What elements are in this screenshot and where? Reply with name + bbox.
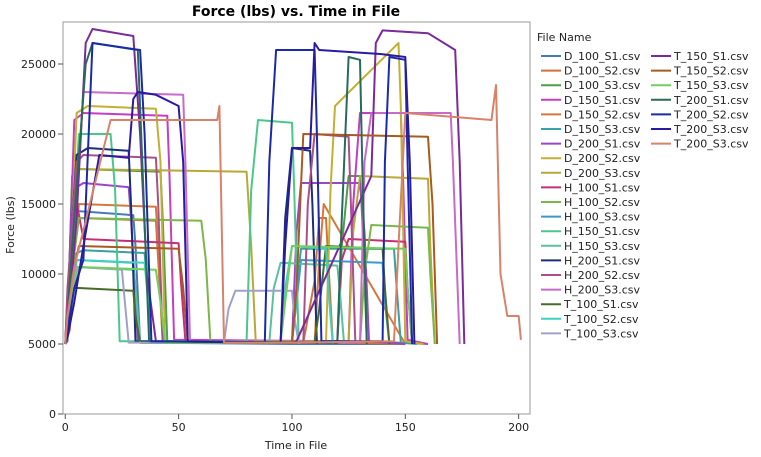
x-tick-label: 50 (172, 421, 186, 434)
legend-label: H_150_S1.csv (564, 225, 641, 238)
legend-label: T_100_S3.csv (563, 327, 639, 340)
legend-label: D_100_S1.csv (564, 50, 641, 63)
y-tick-label: 0 (49, 408, 56, 421)
series-lines (64, 28, 522, 345)
legend-item: H_100_S1.csv (541, 181, 641, 194)
legend-label: D_200_S3.csv (564, 167, 641, 180)
series-line (64, 147, 318, 345)
legend-label: D_200_S2.csv (564, 152, 641, 165)
legend-label: H_200_S3.csv (564, 284, 641, 297)
legend-label: H_150_S3.csv (564, 240, 641, 253)
legend-label: H_200_S1.csv (564, 254, 641, 267)
legend-item: D_150_S1.csv (541, 94, 641, 107)
legend-item: T_150_S3.csv (651, 79, 749, 92)
axis-ticks: 0 5000 10000 15000 20000 25000 0 50 100 150 200 (21, 58, 529, 434)
legend-label: T_150_S3.csv (673, 79, 749, 92)
legend-item: D_200_S1.csv (541, 138, 641, 151)
legend-item: H_150_S3.csv (541, 240, 641, 253)
legend-label: D_150_S1.csv (564, 94, 641, 107)
legend-label: T_200_S3.csv (673, 123, 749, 136)
legend-item: D_100_S2.csv (541, 65, 641, 78)
plot-frame (62, 21, 531, 415)
x-axis-label: Time in File (264, 439, 328, 452)
legend-item: T_100_S2.csv (541, 313, 639, 326)
y-tick-label: 10000 (21, 268, 56, 281)
legend-item: D_200_S2.csv (541, 152, 641, 165)
legend-label: H_200_S2.csv (564, 269, 641, 282)
y-tick-label: 20000 (21, 128, 56, 141)
series-line (64, 133, 357, 345)
legend-label: T_100_S1.csv (563, 298, 639, 311)
legend-item: D_100_S3.csv (541, 79, 641, 92)
legend-label: D_100_S2.csv (564, 65, 641, 78)
y-tick-label: 5000 (28, 338, 56, 351)
legend-label: T_150_S2.csv (673, 65, 749, 78)
legend-item: T_150_S2.csv (651, 65, 749, 78)
legend-item: H_100_S3.csv (541, 211, 641, 224)
legend-item: H_200_S1.csv (541, 254, 641, 267)
legend-label: T_200_S3.csv (673, 138, 749, 151)
legend-item: H_100_S2.csv (541, 196, 641, 209)
chart-title: Force (lbs) vs. Time in File (192, 4, 400, 20)
legend-item: H_200_S2.csv (541, 269, 641, 282)
x-tick-label: 200 (508, 421, 529, 434)
x-tick-label: 100 (281, 421, 302, 434)
x-tick-label: 0 (62, 421, 69, 434)
legend-item: T_200_S3.csv (651, 138, 749, 151)
series-line (64, 42, 368, 345)
legend-item: D_150_S3.csv (541, 123, 641, 136)
legend-item: H_200_S3.csv (541, 284, 641, 297)
y-tick-label: 15000 (21, 198, 56, 211)
legend-label: T_100_S2.csv (563, 313, 639, 326)
legend-label: H_100_S3.csv (564, 211, 641, 224)
legend-label: H_100_S2.csv (564, 196, 641, 209)
legend-label: D_100_S3.csv (564, 79, 641, 92)
legend-item: D_150_S2.csv (541, 108, 641, 121)
legend-item: T_100_S1.csv (541, 298, 639, 311)
legend-item: T_200_S1.csv (651, 94, 749, 107)
legend-label: D_200_S1.csv (564, 138, 641, 151)
legend-item: D_100_S1.csv (541, 50, 641, 63)
legend-title: File Name (537, 31, 592, 44)
legend-label: H_100_S1.csv (564, 181, 641, 194)
legend-item: T_150_S1.csv (651, 50, 749, 63)
y-axis-label: Force (lbs) (4, 196, 17, 254)
legend-label: T_200_S1.csv (673, 94, 749, 107)
series-line (64, 261, 346, 345)
legend-item: T_200_S2.csv (651, 108, 749, 121)
legend-item: T_100_S3.csv (541, 327, 639, 340)
legend-label: D_150_S3.csv (564, 123, 641, 136)
legend-item: H_150_S1.csv (541, 225, 641, 238)
legend-item: D_200_S3.csv (541, 167, 641, 180)
legend-label: T_150_S1.csv (673, 50, 749, 63)
y-tick-label: 25000 (21, 58, 56, 71)
x-tick-label: 150 (395, 421, 416, 434)
series-line (64, 84, 522, 345)
legend-label: D_150_S2.csv (564, 108, 641, 121)
legend-item: T_200_S3.csv (651, 123, 749, 136)
legend-label: T_200_S2.csv (673, 108, 749, 121)
